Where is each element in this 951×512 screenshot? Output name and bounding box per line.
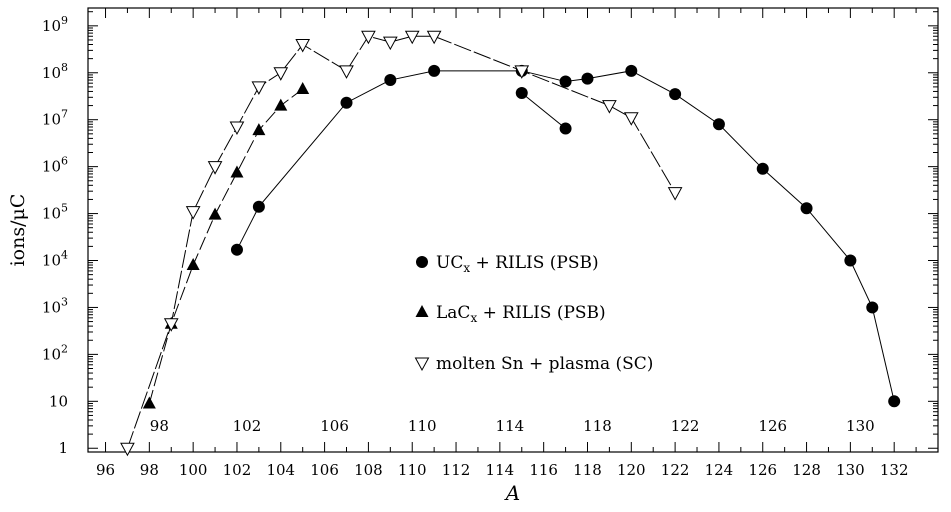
y-tick-label: 104 — [42, 249, 68, 270]
y-axis-label: ions/μC — [7, 194, 29, 267]
series-line — [126, 35, 676, 449]
data-point — [340, 96, 353, 109]
data-point — [274, 98, 288, 111]
data-point — [339, 65, 354, 79]
x-tick-label: 124 — [705, 461, 734, 479]
data-point — [602, 100, 617, 114]
legend-marker — [416, 256, 428, 268]
data-point — [120, 442, 135, 457]
data-point — [756, 162, 769, 175]
x-tick-label: 120 — [617, 461, 646, 479]
x-tick-label: 96 — [96, 461, 115, 479]
x-inner-tick-label: 106 — [320, 417, 349, 435]
x-inner-tick-label: 102 — [233, 417, 262, 435]
data-point — [888, 395, 901, 408]
series-layer — [120, 30, 901, 457]
y-tick-label: 108 — [42, 61, 68, 82]
data-point — [186, 258, 200, 271]
data-point — [559, 122, 572, 135]
data-point — [142, 396, 156, 409]
data-point — [866, 301, 879, 314]
y-tick-label: 109 — [42, 14, 68, 35]
x-tick-label: 102 — [223, 461, 252, 479]
y-tick-label: 103 — [42, 295, 68, 316]
x-tick-label: 100 — [179, 461, 208, 479]
data-point — [712, 118, 725, 131]
x-tick-label: 118 — [573, 461, 602, 479]
series-2 — [142, 82, 310, 409]
data-point — [428, 64, 441, 77]
x-inner-tick-label: 122 — [671, 417, 700, 435]
data-point — [667, 187, 683, 201]
x-tick-label: 132 — [880, 461, 909, 479]
x-inner-tick-label: 130 — [846, 417, 875, 435]
legend-label: LaCx + RILIS (PSB) — [436, 303, 606, 325]
data-point — [514, 65, 530, 79]
data-point — [384, 74, 397, 87]
data-point — [404, 30, 420, 45]
series-line — [148, 88, 303, 404]
legend-marker — [415, 305, 429, 317]
data-point — [296, 82, 310, 95]
x-tick-label: 110 — [398, 461, 427, 479]
data-point — [800, 202, 813, 215]
x-tick-label: 130 — [836, 461, 865, 479]
x-tick-label: 106 — [310, 461, 339, 479]
data-point — [163, 318, 179, 332]
x-inner-tick-label: 118 — [583, 417, 612, 435]
x-tick-label: 122 — [661, 461, 690, 479]
x-inner-tick-label: 126 — [758, 417, 787, 435]
data-point — [208, 207, 222, 220]
x-tick-label: 128 — [792, 461, 821, 479]
data-point — [361, 30, 376, 45]
y-tick-label: 105 — [42, 202, 68, 223]
axes: 96 98 100 102 104 106 108 110 112 114 116 118 120 122… — [42, 8, 938, 479]
data-point — [625, 64, 638, 77]
legend-marker — [414, 357, 430, 372]
data-point — [252, 123, 266, 136]
data-point — [251, 81, 267, 95]
legend-label: molten Sn + plasma (SC) — [436, 354, 653, 374]
x-inner-tick-label: 114 — [496, 417, 525, 435]
series-line — [521, 92, 566, 129]
legend-label: UCx + RILIS (PSB) — [436, 253, 599, 275]
legend: UCx + RILIS (PSB) LaCx + RILIS (PSB) molte… — [414, 253, 653, 374]
y-tick-label: 106 — [42, 155, 68, 176]
y-tick-label: 107 — [42, 108, 68, 129]
data-point — [230, 243, 243, 256]
data-point — [185, 206, 201, 220]
data-point — [426, 30, 442, 45]
data-point — [207, 161, 223, 175]
x-tick-label: 112 — [442, 461, 471, 479]
series-3 — [120, 30, 683, 457]
x-tick-label: 104 — [266, 461, 295, 479]
plot-frame — [87, 7, 939, 453]
data-point — [273, 67, 289, 81]
x-inner-tick-label: 110 — [408, 417, 437, 435]
data-point — [844, 254, 857, 267]
data-point — [382, 36, 398, 51]
x-inner-tick-label: 98 — [150, 417, 169, 435]
data-point — [559, 75, 572, 88]
x-tick-label: 114 — [486, 461, 515, 479]
y-tick-label: 102 — [42, 342, 68, 363]
data-point — [230, 165, 244, 178]
x-axis-label: A — [504, 481, 520, 505]
x-tick-label: 126 — [748, 461, 777, 479]
data-point — [669, 88, 682, 101]
x-tick-label: 116 — [529, 461, 558, 479]
data-point — [252, 200, 265, 213]
data-point — [581, 72, 594, 85]
x-tick-label: 108 — [354, 461, 383, 479]
data-point — [515, 87, 528, 100]
data-point — [229, 121, 245, 136]
series-line — [236, 70, 895, 402]
data-point — [623, 112, 639, 126]
y-tick-label: 10 — [49, 392, 68, 410]
y-tick-label: 1 — [58, 439, 68, 457]
x-tick-label: 98 — [140, 461, 159, 479]
data-point — [295, 39, 311, 53]
